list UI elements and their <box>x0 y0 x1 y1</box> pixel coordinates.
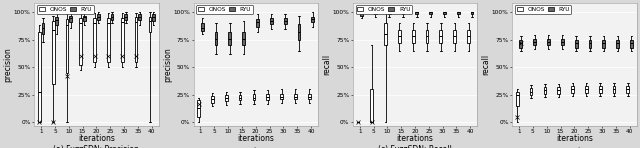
X-axis label: iterations
(a) FuzzSDN: Precision: iterations (a) FuzzSDN: Precision <box>54 134 140 148</box>
Bar <box>612 86 616 93</box>
Bar <box>571 86 574 93</box>
Bar <box>214 32 218 45</box>
Bar <box>630 40 633 48</box>
Bar <box>138 15 141 20</box>
Y-axis label: precision: precision <box>3 47 12 82</box>
Bar <box>256 19 259 27</box>
Bar <box>440 30 442 43</box>
Bar <box>79 18 82 65</box>
Bar <box>457 12 460 15</box>
Bar <box>312 17 314 22</box>
Bar <box>97 15 100 20</box>
Bar <box>557 87 560 94</box>
Bar <box>575 40 577 48</box>
Legend: ONOS, RYU: ONOS, RYU <box>515 5 572 14</box>
Bar <box>426 30 428 43</box>
Bar <box>284 18 287 24</box>
Bar <box>107 18 110 62</box>
Bar <box>388 12 390 15</box>
Bar <box>520 40 522 48</box>
Bar <box>239 95 241 100</box>
Bar <box>471 12 474 15</box>
Bar <box>530 88 532 95</box>
Bar <box>253 94 255 100</box>
Bar <box>134 17 138 62</box>
Y-axis label: recall: recall <box>322 54 331 75</box>
Bar <box>602 40 605 48</box>
Bar <box>152 15 155 21</box>
Bar <box>55 17 58 25</box>
Bar <box>585 86 588 93</box>
Bar <box>211 96 214 103</box>
Bar <box>243 32 245 45</box>
Bar <box>627 86 629 93</box>
Bar <box>398 30 401 43</box>
Bar <box>65 19 68 73</box>
Bar <box>111 15 113 20</box>
Bar <box>52 21 54 84</box>
Bar <box>69 16 72 22</box>
Bar <box>228 32 231 45</box>
Bar <box>294 94 297 99</box>
Bar <box>93 18 96 62</box>
Bar <box>308 94 310 99</box>
Bar <box>148 17 151 32</box>
Bar <box>42 23 44 34</box>
Bar <box>371 89 373 122</box>
Y-axis label: recall: recall <box>481 54 490 75</box>
Bar <box>402 12 404 15</box>
Bar <box>360 12 363 16</box>
Bar <box>225 95 228 101</box>
Y-axis label: precision: precision <box>163 47 172 82</box>
Bar <box>415 12 418 15</box>
Bar <box>374 12 377 15</box>
Bar <box>599 86 602 93</box>
Bar <box>124 15 127 20</box>
Bar <box>453 30 456 43</box>
Bar <box>38 32 41 122</box>
Bar <box>280 94 283 99</box>
Bar <box>516 92 518 106</box>
X-axis label: iterations
(c) FuzzSDN: Recall: iterations (c) FuzzSDN: Recall <box>378 134 452 148</box>
Bar <box>298 24 300 40</box>
Bar <box>197 100 200 117</box>
Legend: ONOS, RYU: ONOS, RYU <box>356 5 412 14</box>
Bar <box>266 94 269 100</box>
Bar <box>467 30 470 43</box>
Bar <box>83 16 86 21</box>
X-axis label: iterations
(b) BEADS$^{L}$: Precision: iterations (b) BEADS$^{L}$: Precision <box>214 134 298 148</box>
Bar <box>616 40 619 48</box>
Legend: ONOS, RYU: ONOS, RYU <box>196 5 253 14</box>
Bar <box>589 40 591 48</box>
Bar <box>561 39 564 45</box>
Bar <box>533 39 536 45</box>
Bar <box>547 39 550 45</box>
Bar <box>121 18 124 62</box>
Bar <box>443 12 446 15</box>
Bar <box>412 30 415 43</box>
X-axis label: iterations
(d) BEADS$^{L}$: Recall: iterations (d) BEADS$^{L}$: Recall <box>538 134 611 148</box>
Bar <box>543 87 547 94</box>
Legend: ONOS, RYU: ONOS, RYU <box>37 5 93 14</box>
Bar <box>384 23 387 45</box>
Bar <box>201 23 204 31</box>
Bar <box>429 12 432 15</box>
Bar <box>270 18 273 24</box>
